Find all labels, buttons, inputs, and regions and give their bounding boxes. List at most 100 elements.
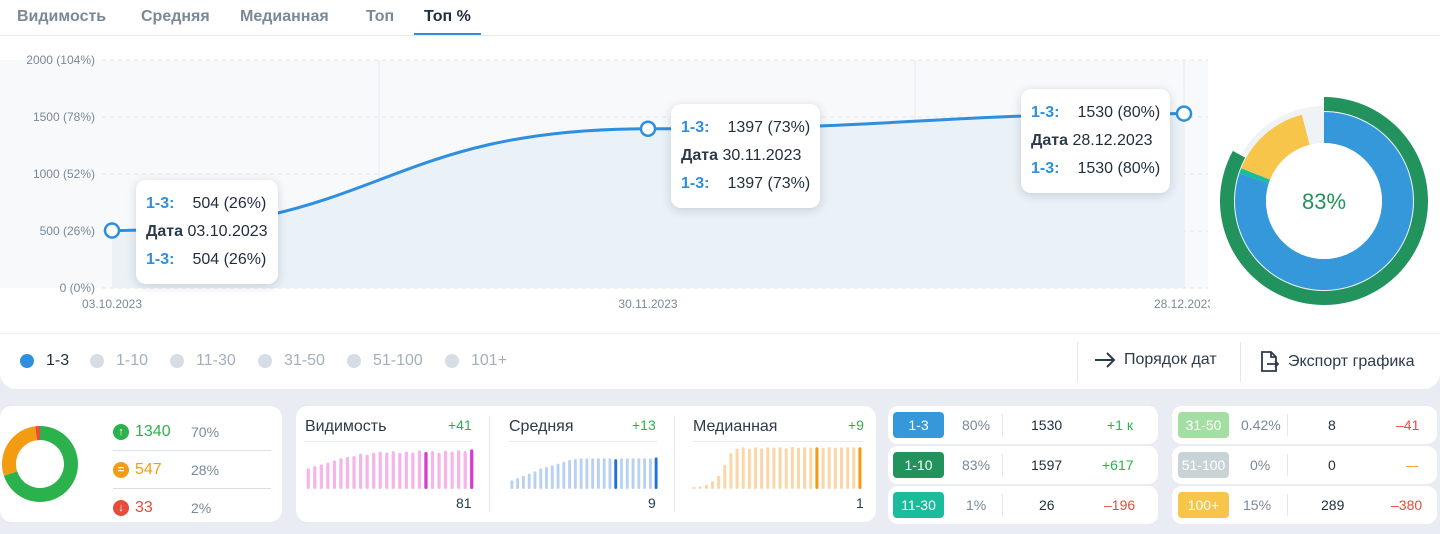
- legend-item-101-plus[interactable]: 101+: [445, 352, 507, 370]
- legend-label: 1-10: [116, 352, 149, 369]
- range-delta: +617: [1102, 457, 1134, 473]
- y-axis-labels: 0 (0%) 500 (26%) 1000 (52%) 1500 (78%) 2000 …: [26, 53, 95, 295]
- range-row-11-30[interactable]: 11-30 1% 26 –196: [888, 486, 1158, 524]
- mini-bar: [591, 458, 595, 489]
- stat-down: ↓ 33 2%: [113, 489, 271, 527]
- mini-bar: [778, 447, 782, 489]
- arrow-down-icon: ↓: [113, 500, 129, 516]
- mini-bar: [345, 456, 350, 489]
- range-chip: 100+: [1178, 492, 1229, 518]
- tab-top-percent[interactable]: Топ %: [424, 8, 471, 25]
- mini-delta-visibility: +41: [448, 417, 472, 433]
- range-row-100-plus[interactable]: 100+ 15% 289 –380: [1172, 486, 1437, 524]
- tooltip-1: 1-3: 504 (26%) Дата 03.10.2023 1-3: 504 …: [136, 180, 278, 284]
- mini-bar: [790, 446, 794, 489]
- mini-bar: [796, 447, 801, 489]
- stat-up-value: 1340: [135, 422, 171, 440]
- mini-title-average: Средняя: [509, 418, 574, 435]
- tooltip-key: 1-3:: [1031, 160, 1060, 177]
- tab-visibility[interactable]: Видимость: [17, 8, 107, 25]
- legend-item-31-50[interactable]: 31-50: [258, 352, 325, 370]
- divider: [1287, 414, 1288, 436]
- tooltip-key: 1-3:: [1031, 104, 1060, 121]
- range-chip: 1-3: [893, 412, 944, 438]
- tooltip-key: 1-3:: [681, 119, 710, 136]
- range-delta: –196: [1104, 497, 1136, 513]
- data-point[interactable]: [1175, 105, 1193, 122]
- mini-bar: [747, 448, 751, 489]
- legend-item-1-3[interactable]: 1-3: [20, 352, 69, 370]
- mini-bar: [710, 481, 715, 489]
- tooltip-value: 1530 (80%): [1077, 160, 1161, 177]
- tab-average[interactable]: Средняя: [141, 8, 210, 25]
- legend-label: 11-30: [196, 352, 236, 369]
- date-order-label: Порядок дат: [1124, 351, 1217, 368]
- range-delta: –380: [1391, 497, 1423, 513]
- tab-bar: Видимость Средняя Медианная Топ Топ %: [0, 0, 1440, 36]
- mini-bar: [784, 448, 788, 489]
- equal-icon: =: [113, 461, 129, 478]
- tab-top[interactable]: Топ: [366, 8, 395, 25]
- range-pct: 0.42%: [1241, 417, 1281, 433]
- export-chart-button[interactable]: Экспорт графика: [1258, 351, 1415, 373]
- mini-title-median: Медианная: [693, 418, 778, 435]
- range-row-51-100[interactable]: 51-100 0% 0 –-: [1172, 446, 1437, 484]
- mini-bar: [510, 480, 514, 489]
- tooltip-value: 1530 (80%): [1077, 104, 1161, 121]
- divider: [1077, 342, 1078, 382]
- y-tick-label: 0 (0%): [60, 281, 95, 295]
- mini-bar: [815, 447, 819, 489]
- mini-bar: [556, 463, 560, 489]
- mini-bar: [411, 452, 415, 489]
- range-chip: 51-100: [1178, 452, 1229, 478]
- range-row-1-3[interactable]: 1-3 80% 1530 +1 к: [888, 406, 1158, 444]
- data-point[interactable]: [639, 120, 657, 137]
- range-row-1-10[interactable]: 1-10 83% 1597 +617: [888, 446, 1158, 484]
- mini-bar: [319, 464, 323, 489]
- range-row-31-50[interactable]: 31-50 0.42% 8 –41: [1172, 406, 1437, 444]
- divider: [1002, 494, 1003, 516]
- top-share-donut[interactable]: 83%: [1219, 96, 1429, 306]
- divider: [1002, 414, 1003, 436]
- divider: [489, 416, 490, 512]
- mini-bar: [470, 449, 474, 489]
- mini-bar: [643, 458, 647, 489]
- data-point[interactable]: [103, 222, 121, 239]
- metrics-card: Видимость +41 81 Средняя +13 9 Медианная…: [296, 406, 876, 522]
- mini-bar: [457, 450, 461, 489]
- legend-item-11-30[interactable]: 11-30: [170, 352, 236, 370]
- mini-value-median: 1: [856, 495, 864, 511]
- mini-bar: [545, 467, 548, 489]
- legend-label: 51-100: [373, 352, 423, 369]
- donut-inner-segment: [1235, 112, 1413, 290]
- mini-bar: [391, 451, 395, 489]
- mini-bar: [568, 459, 572, 489]
- tooltip-value: 504 (26%): [192, 251, 267, 268]
- legend-dot: [170, 354, 184, 368]
- mini-bar: [332, 460, 337, 489]
- divider: [1287, 494, 1288, 516]
- mini-bar: [858, 447, 862, 489]
- tab-median[interactable]: Медианная: [240, 8, 329, 25]
- range-delta: –-: [1406, 457, 1419, 473]
- mini-bar: [365, 454, 369, 489]
- tooltip-key: 1-3:: [681, 175, 710, 192]
- legend-item-51-100[interactable]: 51-100: [347, 352, 423, 370]
- range-count: 1530: [1031, 417, 1063, 433]
- tooltip-date: 28.12.2023: [1072, 132, 1153, 149]
- donut-inner-segment: [1241, 114, 1310, 180]
- x-tick-label: 28.12.2023: [1154, 297, 1210, 311]
- date-order-button[interactable]: Порядок дат: [1094, 351, 1217, 369]
- mini-bar: [404, 451, 408, 489]
- stat-same: = 547 28%: [113, 451, 271, 489]
- mini-title-visibility: Видимость: [305, 418, 387, 435]
- mini-bar: [372, 452, 376, 489]
- mini-bar: [424, 452, 428, 489]
- legend-item-1-10[interactable]: 1-10: [90, 352, 148, 370]
- mini-bar: [821, 447, 825, 489]
- tooltip-value: 1397 (73%): [727, 175, 811, 192]
- export-chart-label: Экспорт графика: [1288, 353, 1415, 370]
- tooltip-date: 30.11.2023: [722, 147, 802, 164]
- range-chip: 31-50: [1178, 412, 1229, 438]
- mini-bar: [306, 468, 310, 489]
